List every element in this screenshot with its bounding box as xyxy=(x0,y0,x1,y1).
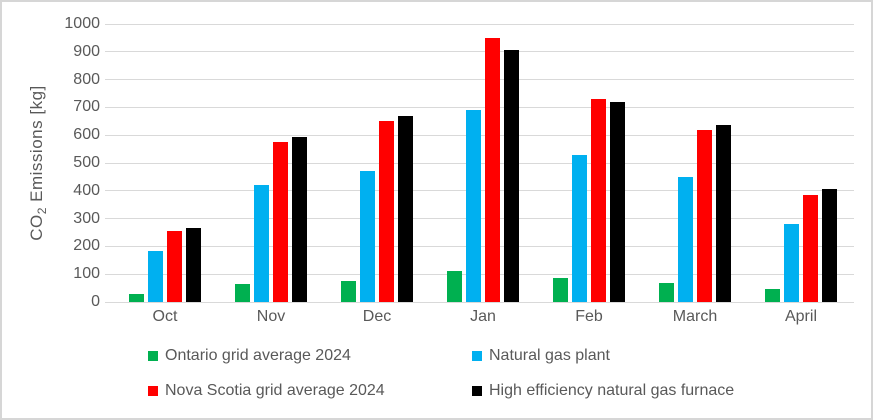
y-axis-tick-label: 100 xyxy=(73,265,100,283)
bar xyxy=(235,284,250,302)
y-axis-tick-label: 700 xyxy=(73,98,100,116)
bar xyxy=(678,177,693,302)
bar xyxy=(379,121,394,302)
gridline xyxy=(112,106,854,108)
gridline xyxy=(112,301,854,303)
y-axis-tick-label: 0 xyxy=(91,293,100,310)
legend: Ontario grid average 2024 Natural gas pla… xyxy=(148,346,734,401)
bar-group-nov xyxy=(218,24,324,302)
legend-swatch xyxy=(472,386,482,396)
bar xyxy=(447,271,462,302)
bar xyxy=(398,116,413,302)
bar xyxy=(360,171,375,302)
bar xyxy=(254,185,269,302)
y-axis-tick-label: 500 xyxy=(73,154,100,171)
x-axis-label: March xyxy=(672,308,718,325)
y-axis-tick-label: 1000 xyxy=(64,15,100,32)
bar xyxy=(273,142,288,302)
x-axis-labels: Oct Nov Dec Jan Feb March April xyxy=(112,308,854,326)
gridline xyxy=(112,190,854,192)
bar xyxy=(822,189,837,302)
x-axis-label: April xyxy=(784,308,817,325)
y-axis-tick-label: 200 xyxy=(73,237,100,255)
y-axis-tick-label: 600 xyxy=(73,126,100,144)
legend-label: High efficiency natural gas furnace xyxy=(489,382,735,399)
bar xyxy=(292,137,307,302)
x-axis-label: Dec xyxy=(362,308,392,325)
bar xyxy=(485,38,500,302)
plot-area xyxy=(105,23,854,303)
legend-item: Ontario grid average 2024 xyxy=(148,346,472,366)
bar xyxy=(659,283,674,302)
bar xyxy=(167,231,182,302)
gridline xyxy=(112,134,854,136)
x-axis-label: Nov xyxy=(256,308,286,325)
legend-swatch xyxy=(472,351,482,361)
bar xyxy=(553,278,568,302)
gridline xyxy=(112,245,854,247)
bar xyxy=(186,228,201,302)
x-axis-label: Jan xyxy=(470,308,496,325)
x-axis-label: Feb xyxy=(575,308,603,325)
bar xyxy=(466,110,481,302)
bar xyxy=(572,155,587,302)
bar xyxy=(697,130,712,302)
legend-label: Nova Scotia grid average 2024 xyxy=(165,382,385,399)
bar xyxy=(803,195,818,302)
y-axis-tick-label: 900 xyxy=(73,42,100,60)
bar xyxy=(765,289,780,302)
gridline xyxy=(112,51,854,53)
bar xyxy=(504,50,519,302)
bar-group-april xyxy=(748,24,854,302)
bar-group-oct xyxy=(112,24,218,302)
bar xyxy=(341,281,356,302)
y-axis-tick-label: 300 xyxy=(73,209,100,227)
bar xyxy=(610,102,625,302)
bar-group-march xyxy=(642,24,748,302)
bar xyxy=(784,224,799,302)
bar-groups xyxy=(112,24,854,302)
bar-group-feb xyxy=(536,24,642,302)
legend-label: Natural gas plant xyxy=(489,347,610,364)
y-axis-tick-label: 400 xyxy=(73,181,100,199)
bar xyxy=(148,251,163,302)
gridline xyxy=(112,23,854,25)
legend-swatch xyxy=(148,351,158,361)
legend-item: High efficiency natural gas furnace xyxy=(472,381,734,401)
bar xyxy=(591,99,606,302)
bar xyxy=(129,294,144,302)
gridline xyxy=(112,162,854,164)
bar xyxy=(716,125,731,302)
gridline xyxy=(112,218,854,220)
gridline xyxy=(112,273,854,275)
legend-swatch xyxy=(148,386,158,396)
legend-item: Natural gas plant xyxy=(472,346,734,366)
legend-label: Ontario grid average 2024 xyxy=(165,347,351,364)
x-axis-label: Oct xyxy=(152,308,178,325)
bar-group-jan xyxy=(430,24,536,302)
y-axis-tick-label: 800 xyxy=(73,70,100,88)
bar-group-dec xyxy=(324,24,430,302)
gridline xyxy=(112,79,854,81)
y-axis-tick-labels: 0 100 200 300 400 500 600 700 800 900 1000 xyxy=(42,15,100,310)
legend-item: Nova Scotia grid average 2024 xyxy=(148,381,472,401)
